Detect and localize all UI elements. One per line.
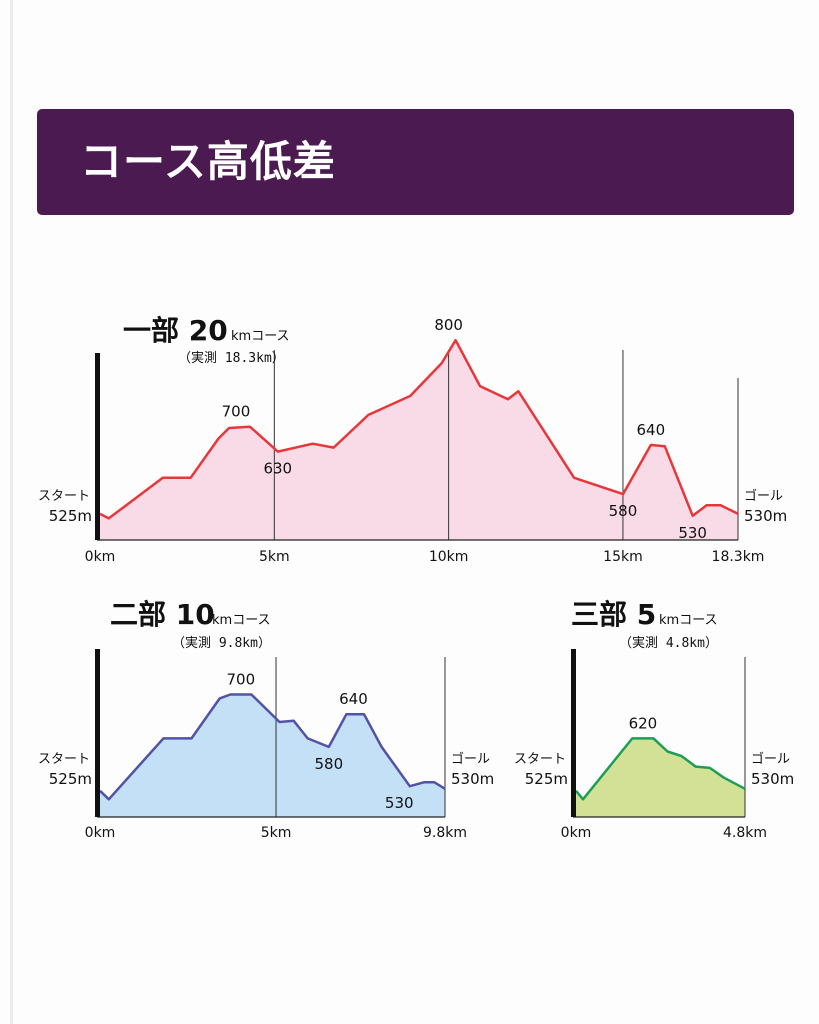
elevation-area [100,340,738,540]
elevation-line [99,693,446,801]
elevation-label: 530 [385,794,414,812]
chart-subtitle: （実測 4.8km） [619,635,718,651]
goal-label: ゴール [751,751,790,767]
page-edge-line [10,0,13,1024]
x-tick-label: 0km [561,825,592,841]
chart-subtitle: （実測 9.8km） [172,635,271,651]
elevation-label: 640 [637,421,666,439]
goal-label: ゴール [744,488,783,504]
x-tick-label: 9.8km [423,825,467,841]
y-axis-bar [95,353,100,540]
chart-subtitle: （実測 18.3km） [178,350,285,366]
x-tick-label: 0km [85,825,116,841]
goal-elevation: 530m [744,507,787,525]
start-elevation: 525m [49,770,92,788]
elevation-line [575,737,746,801]
elevation-label: 580 [315,755,344,773]
start-label: スタート [38,489,90,504]
x-tick-label: 15km [603,549,643,565]
elevation-label: 800 [434,316,463,334]
chart-title-unit: kmコース [212,613,271,628]
elevation-label: 700 [226,671,255,689]
x-tick-label: 18.3km [712,549,765,565]
start-elevation: 525m [49,507,92,525]
x-tick-label: 0km [85,549,116,565]
elevation-label: 640 [339,690,368,708]
y-axis-bar [95,649,100,817]
chart-title: 一部 20 [123,314,228,347]
section-title: コース高低差 [80,137,336,186]
goal-elevation: 530m [451,770,494,788]
elevation-label: 530 [678,524,707,542]
elevation-area [100,694,445,817]
section-header: コース高低差 [37,109,794,215]
y-axis-bar [571,649,576,817]
x-tick-label: 10km [429,549,469,565]
chart-title: 二部 10 [110,598,215,631]
chart-title: 三部 5 [571,598,656,631]
elevation-line [99,338,739,520]
goal-elevation: 530m [751,770,794,788]
x-tick-label: 5km [259,549,290,565]
start-elevation: 525m [525,770,568,788]
chart-title-unit: kmコース [659,613,718,628]
start-label: スタート [38,752,90,767]
elevation-label: 630 [263,460,292,478]
elevation-area [576,738,745,817]
chart-title-unit: kmコース [231,329,290,344]
start-label: スタート [514,752,566,767]
elevation-label: 700 [222,403,251,421]
x-tick-label: 4.8km [723,825,767,841]
elevation-label: 580 [609,502,638,520]
x-tick-label: 5km [261,825,292,841]
elevation-label: 620 [629,714,658,732]
goal-label: ゴール [451,751,490,767]
